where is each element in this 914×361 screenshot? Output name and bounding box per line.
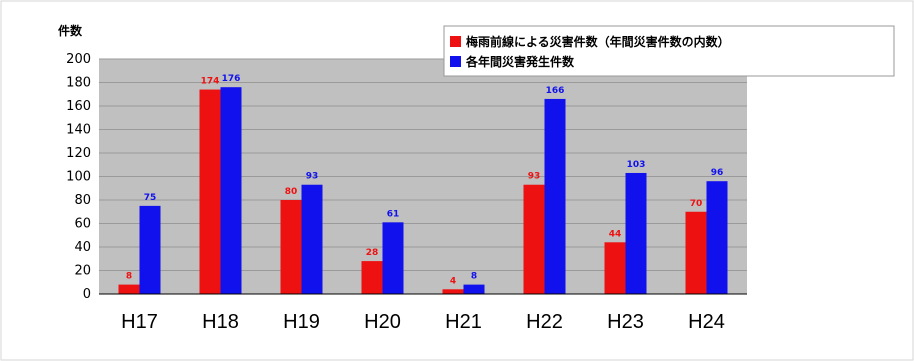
value-label-rainy-front-h19: 80 [285, 187, 298, 197]
value-label-annual-total-h22: 166 [546, 86, 565, 96]
x-tick-label-h17: H17 [121, 311, 158, 333]
legend: 梅雨前線による災害件数（年間災害件数の内数） 各年間災害発生件数 [443, 25, 895, 77]
value-label-rainy-front-h17: 8 [126, 272, 132, 282]
bars [118, 87, 728, 294]
value-label-annual-total-h23: 103 [627, 160, 646, 170]
value-label-annual-total-h19: 93 [306, 172, 319, 182]
x-tick-label-h21: H21 [445, 311, 482, 333]
value-label-rainy-front-h23: 44 [609, 229, 622, 239]
value-label-rainy-front-h18: 174 [201, 77, 220, 87]
bar-annual-total-h18 [220, 87, 242, 294]
x-axis-ticks: H17 H18 H19 H20 H21 H22 H23 H24 [121, 311, 725, 333]
y-tick-label: 120 [66, 146, 91, 161]
x-tick-label-h23: H23 [607, 311, 644, 333]
bar-rainy-front-h17 [118, 284, 140, 294]
value-label-annual-total-h24: 96 [711, 168, 724, 178]
y-axis-ticks: 0 20 40 60 80 100 120 140 160 180 200 [66, 52, 91, 302]
bar-rainy-front-h19 [280, 200, 302, 294]
x-tick-label-h18: H18 [202, 311, 239, 333]
legend-swatch-blue [450, 56, 461, 67]
x-tick-label-h20: H20 [364, 311, 401, 333]
y-tick-label: 180 [66, 76, 91, 91]
x-tick-label-h19: H19 [283, 311, 320, 333]
x-tick-label-h22: H22 [526, 311, 563, 333]
y-tick-label: 140 [66, 123, 91, 138]
value-label-rainy-front-h21: 4 [450, 276, 456, 286]
legend-label-rainy-front: 梅雨前線による災害件数（年間災害件数の内数） [466, 34, 730, 49]
value-label-annual-total-h18: 176 [222, 74, 241, 84]
bar-rainy-front-h24 [685, 211, 707, 294]
y-tick-label: 160 [66, 99, 91, 114]
bar-annual-total-h23 [625, 172, 647, 294]
y-tick-label: 20 [74, 264, 91, 279]
value-label-annual-total-h20: 61 [387, 209, 400, 219]
y-tick-label: 200 [66, 52, 91, 67]
value-label-rainy-front-h20: 28 [366, 248, 379, 258]
y-tick-label: 60 [74, 217, 91, 232]
y-tick-label: 80 [74, 193, 91, 208]
bar-annual-total-h22 [544, 98, 566, 294]
value-label-rainy-front-h22: 93 [528, 172, 541, 182]
value-labels: 8 75 174 176 80 93 28 61 4 8 93 166 44 103 70 96 [126, 74, 723, 286]
bar-rainy-front-h22 [523, 184, 545, 294]
bar-annual-total-h24 [706, 181, 728, 294]
y-tick-label: 0 [83, 287, 91, 302]
y-tick-label: 100 [66, 170, 91, 185]
bar-annual-total-h19 [301, 184, 323, 294]
bar-rainy-front-h18 [199, 89, 221, 294]
bar-rainy-front-h20 [361, 261, 383, 294]
y-axis-unit-label: 件数 [58, 23, 83, 38]
bar-annual-total-h21 [463, 284, 485, 294]
legend-box [443, 25, 895, 77]
value-label-annual-total-h21: 8 [471, 272, 477, 282]
y-tick-label: 40 [74, 240, 91, 255]
bar-rainy-front-h21 [442, 289, 464, 294]
bar-annual-total-h17 [139, 205, 161, 294]
bar-rainy-front-h23 [604, 242, 626, 294]
value-label-annual-total-h17: 75 [144, 193, 157, 203]
bar-annual-total-h20 [382, 222, 404, 294]
x-tick-label-h24: H24 [688, 311, 725, 333]
legend-swatch-red [450, 36, 461, 47]
value-label-rainy-front-h24: 70 [690, 199, 703, 209]
legend-label-annual-total: 各年間災害発生件数 [465, 54, 575, 69]
